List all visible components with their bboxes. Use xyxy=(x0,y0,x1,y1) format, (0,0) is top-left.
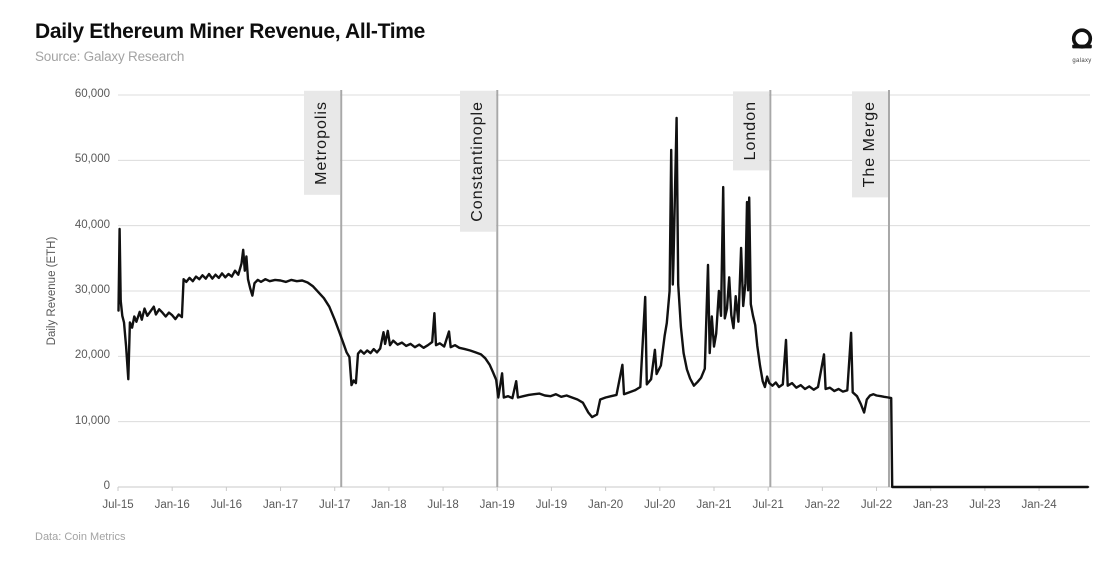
data-source-note: Data: Coin Metrics xyxy=(35,531,126,543)
galaxy-logo-label: galaxy xyxy=(1072,58,1092,64)
galaxy-logo-icon xyxy=(1071,28,1093,49)
source-subtitle: Source: Galaxy Research xyxy=(35,49,185,64)
miner-revenue-series-line xyxy=(117,116,1089,489)
page-title: Daily Ethereum Miner Revenue, All-Time xyxy=(35,20,426,43)
galaxy-logo: galaxy xyxy=(1066,28,1098,64)
